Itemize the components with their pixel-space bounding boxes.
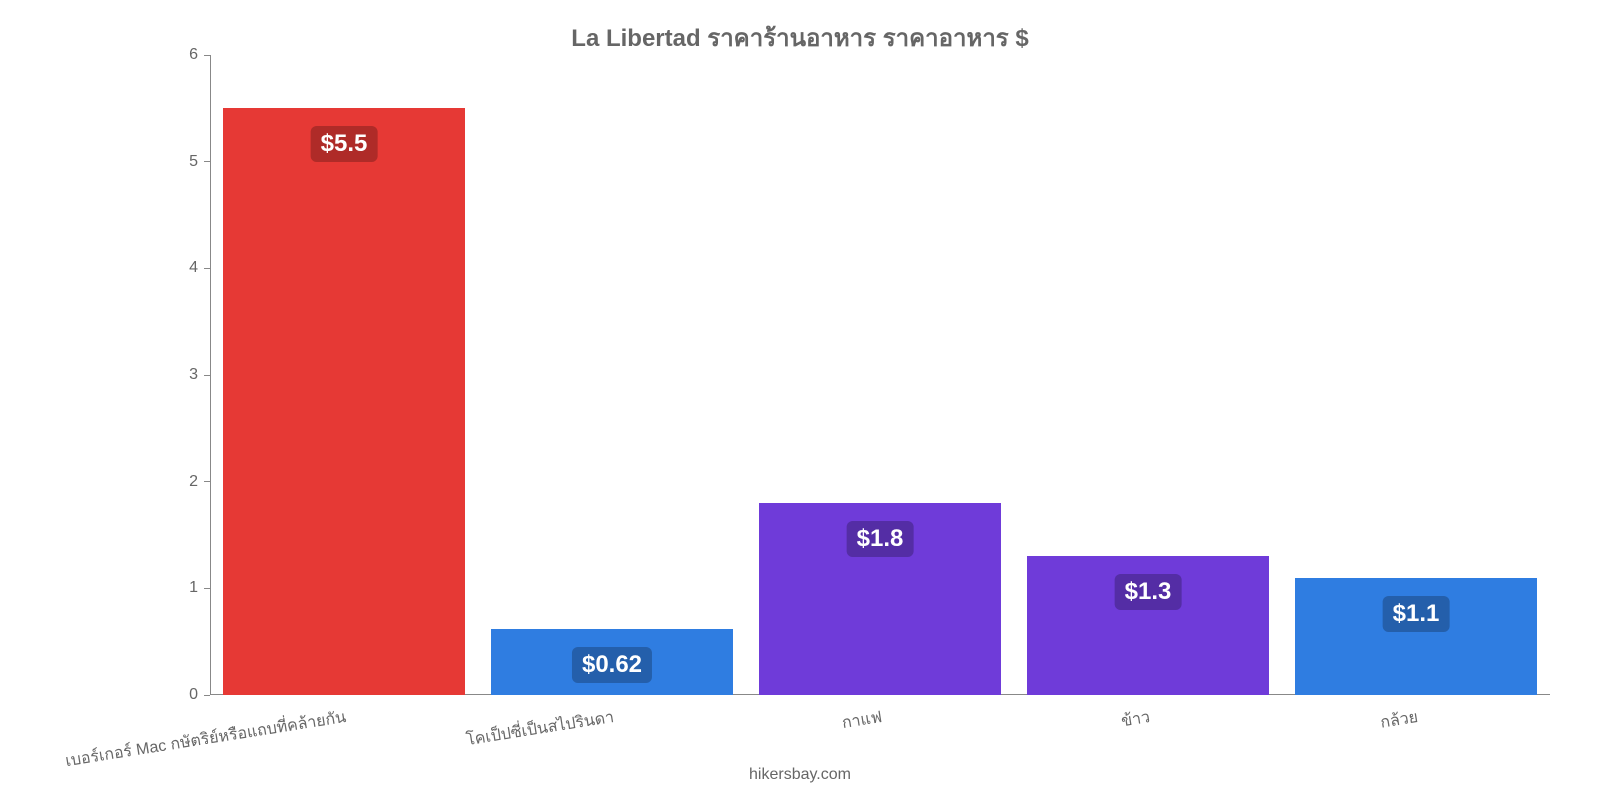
bar-value-label: $1.1	[1383, 596, 1450, 632]
y-tick-mark	[204, 588, 210, 589]
y-tick-label: 5	[158, 153, 198, 171]
y-tick-mark	[204, 161, 210, 162]
y-tick-mark	[204, 375, 210, 376]
y-tick-label: 2	[158, 473, 198, 491]
chart-title: La Libertad ราคาร้านอาหาร ราคาอาหาร $	[0, 18, 1600, 57]
bar-value-label: $1.3	[1115, 574, 1182, 610]
bar	[223, 108, 464, 695]
plot-area: 0123456$5.5เบอร์เกอร์ Mac กษัตริย์หรือแถ…	[210, 55, 1550, 695]
y-tick-label: 6	[158, 46, 198, 64]
y-tick-label: 4	[158, 259, 198, 277]
y-tick-label: 1	[158, 579, 198, 597]
y-tick-mark	[204, 481, 210, 482]
y-tick-label: 0	[158, 686, 198, 704]
y-tick-mark	[204, 268, 210, 269]
price-chart: La Libertad ราคาร้านอาหาร ราคาอาหาร $ 01…	[0, 0, 1600, 800]
bar-value-label: $0.62	[572, 647, 652, 683]
y-tick-mark	[204, 55, 210, 56]
y-axis	[210, 55, 211, 695]
y-tick-label: 3	[158, 366, 198, 384]
attribution-text: hikersbay.com	[0, 766, 1600, 784]
bar-value-label: $5.5	[311, 126, 378, 162]
bar-value-label: $1.8	[847, 521, 914, 557]
y-tick-mark	[204, 695, 210, 696]
